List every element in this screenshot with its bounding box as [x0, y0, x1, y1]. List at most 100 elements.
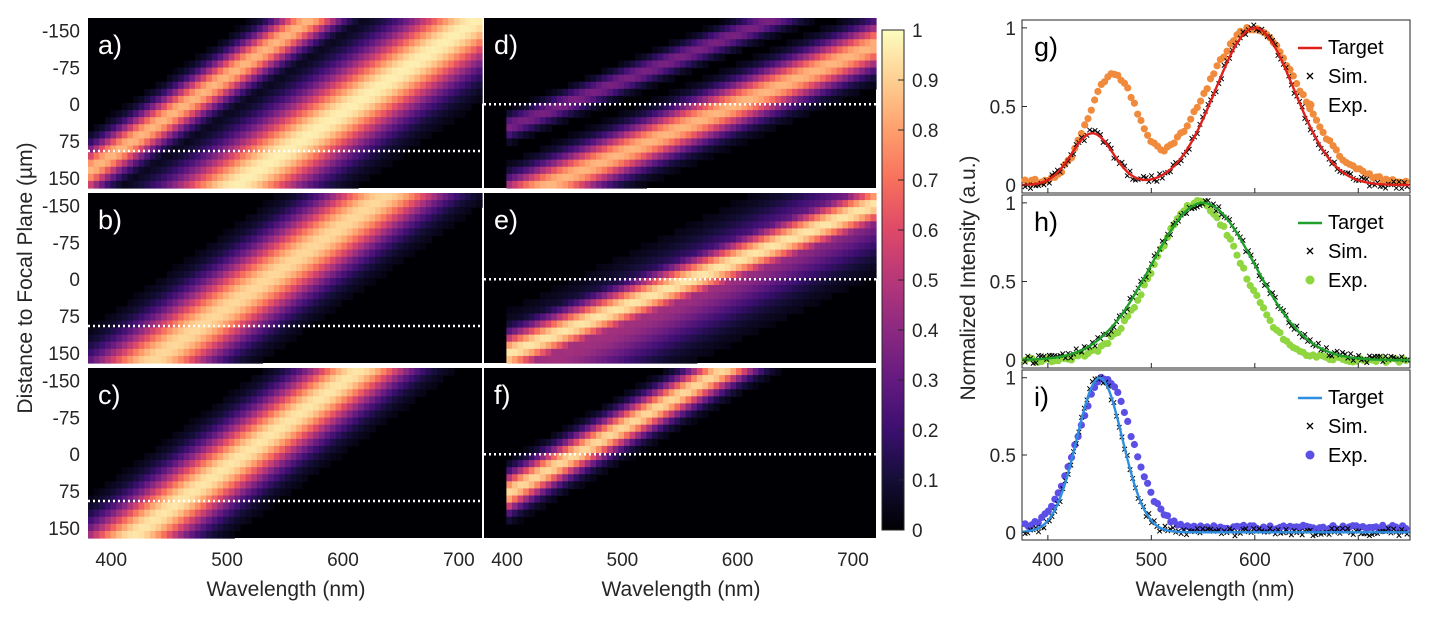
- heatmap-cell: [551, 159, 558, 168]
- heatmap-cell: [375, 25, 382, 33]
- heatmap-cell: [121, 523, 128, 532]
- heatmap-cell: [747, 200, 754, 208]
- heatmap-cell: [391, 39, 399, 47]
- heatmap-cell: [696, 88, 703, 97]
- heatmap-cell: [691, 32, 698, 40]
- heatmap-cell: [752, 285, 759, 293]
- heatmap-cell: [506, 341, 513, 350]
- heatmap-cell: [189, 110, 196, 118]
- heatmap-cell: [391, 410, 399, 419]
- heatmap-cell: [200, 88, 207, 97]
- heatmap-cell: [741, 200, 748, 208]
- heatmap-cell: [149, 306, 157, 315]
- heatmap-cell: [596, 313, 603, 322]
- heatmap-cell: [506, 124, 513, 132]
- heatmap-cell: [318, 166, 325, 175]
- heatmap-cell: [194, 117, 202, 125]
- heatmap-cell: [696, 327, 703, 336]
- heatmap-cell: [786, 74, 793, 83]
- heatmap-cell: [668, 299, 675, 307]
- heatmap-cell: [534, 166, 541, 175]
- heatmap-cell: [183, 159, 190, 168]
- heatmap-cell: [380, 67, 387, 76]
- heatmap-cell: [194, 320, 202, 329]
- heatmap-cell: [369, 124, 376, 132]
- heatmap-cell: [234, 131, 241, 140]
- heatmap-cell: [228, 474, 235, 482]
- heatmap-cell: [540, 152, 547, 161]
- heatmap-cell: [363, 145, 371, 154]
- heatmap-cell: [403, 368, 410, 376]
- heatmap-cell: [618, 278, 625, 286]
- heatmap-cell: [189, 145, 196, 154]
- heatmap-cell: [223, 74, 230, 83]
- heatmap-cell: [403, 235, 410, 244]
- heatmap-cell: [741, 228, 748, 237]
- heatmap-cell: [674, 334, 681, 343]
- heatmap-cell: [724, 110, 731, 118]
- heatmap-cell: [358, 431, 365, 440]
- heatmap-cell: [318, 214, 325, 222]
- heatmap-cell: [696, 306, 703, 315]
- heatmap-cell: [719, 299, 726, 307]
- heatmap-cell: [251, 334, 258, 343]
- heatmap-cell: [256, 396, 264, 405]
- heatmap-cell: [775, 313, 782, 322]
- heatmap-cell: [223, 278, 230, 286]
- heatmap-cell: [189, 424, 196, 433]
- heatmap-cell: [517, 306, 524, 315]
- heatmap-cell: [268, 375, 275, 383]
- heatmap-cell: [307, 166, 314, 175]
- heatmap-cell: [369, 81, 376, 90]
- heatmap-cell: [116, 334, 123, 343]
- heatmap-cell: [358, 228, 365, 237]
- heatmap-cell: [825, 249, 832, 258]
- heatmap-cell: [601, 334, 608, 343]
- heatmap-cell: [465, 207, 472, 215]
- heatmap-cell: [245, 467, 252, 475]
- heatmap-cell: [99, 495, 106, 504]
- heatmap-cell: [200, 453, 207, 461]
- heatmap-cell: [775, 306, 782, 315]
- heatmap-cell: [792, 60, 799, 69]
- heatmap-cell: [414, 74, 421, 83]
- heatmap-cell: [239, 88, 247, 97]
- heatmap-cell: [752, 103, 759, 111]
- heatmap-cell: [245, 145, 252, 154]
- heatmap-cell: [268, 131, 275, 140]
- heatmap-cell: [741, 256, 748, 265]
- heatmap-cell: [612, 67, 619, 76]
- heatmap-cell: [386, 25, 393, 33]
- heatmap-cell: [724, 221, 731, 230]
- heatmap-cell: [127, 110, 134, 118]
- heatmap-cell: [341, 228, 348, 237]
- heatmap-cell: [752, 320, 759, 329]
- heatmap-cell: [245, 159, 252, 168]
- heatmap-cell: [318, 424, 325, 433]
- heatmap-cell: [414, 200, 421, 208]
- heatmap-cell: [663, 145, 670, 154]
- heatmap-cell: [189, 138, 196, 147]
- heatmap-cell: [764, 207, 771, 215]
- heatmap-cell: [685, 306, 692, 315]
- heatmap-cell: [234, 417, 241, 426]
- heatmap-cell: [436, 46, 444, 55]
- heatmap-cell: [200, 424, 207, 433]
- heatmap-cell: [200, 74, 207, 83]
- heatmap-cell: [178, 481, 185, 490]
- heatmap-cell: [228, 95, 235, 104]
- heatmap-cell: [635, 138, 642, 147]
- heatmap-cell: [825, 263, 832, 272]
- heatmap-cell: [607, 292, 614, 300]
- heatmap-cell: [301, 25, 309, 33]
- heatmap-cell: [200, 431, 207, 440]
- heatmap-cell: [375, 396, 382, 405]
- heatmap-cell: [239, 424, 247, 433]
- heatmap-cell: [335, 53, 342, 62]
- heatmap-cell: [403, 46, 410, 55]
- heatmap-cell: [155, 138, 162, 147]
- heatmap-cell: [752, 278, 759, 286]
- heatmap-cell: [375, 166, 382, 175]
- heatmap-cell: [448, 81, 455, 90]
- heatmap-cell: [629, 173, 636, 182]
